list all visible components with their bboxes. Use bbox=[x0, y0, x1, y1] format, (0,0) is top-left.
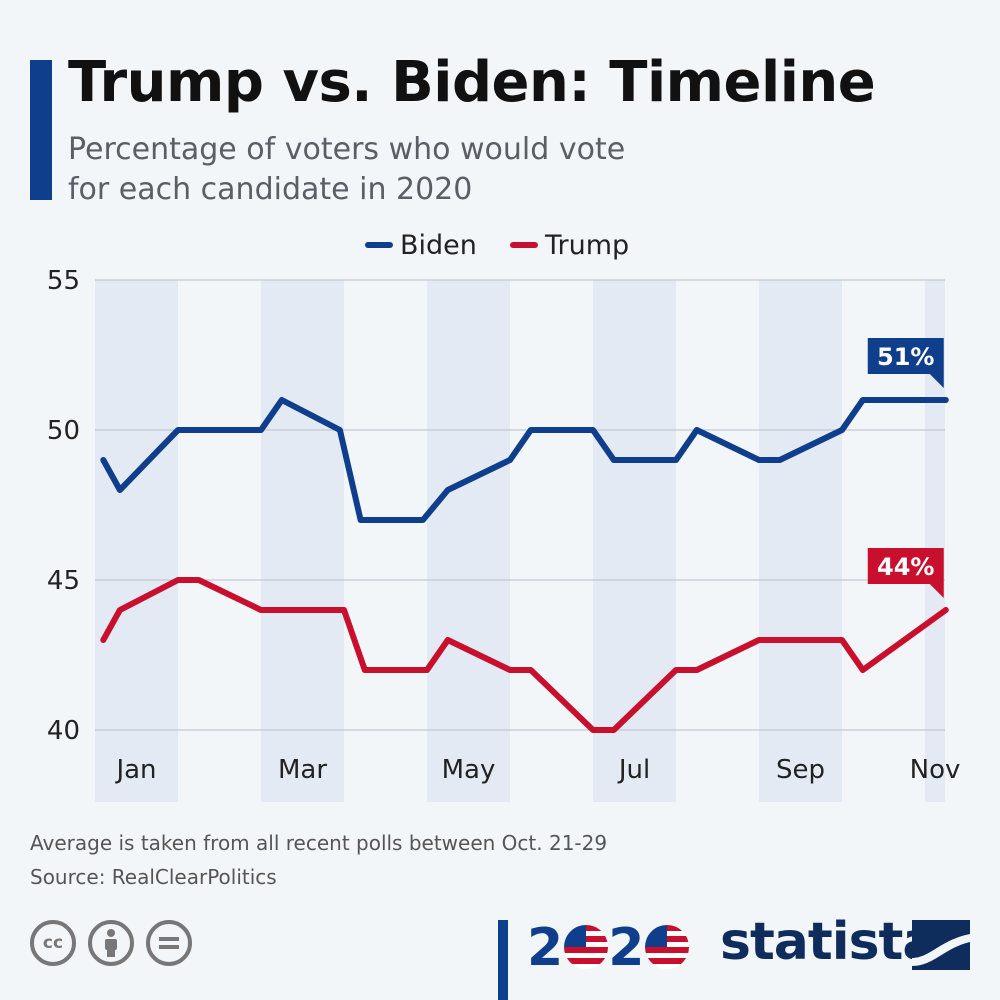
y-tick-label: 55 bbox=[47, 266, 80, 296]
legend-item-trump: Trump bbox=[510, 230, 629, 261]
y-tick-label: 40 bbox=[47, 716, 80, 746]
end-label-box bbox=[867, 548, 944, 598]
x-tick-label: Sep bbox=[776, 755, 825, 785]
cc-icon[interactable]: cc bbox=[30, 920, 76, 966]
legend-label: Trump bbox=[544, 230, 629, 261]
month-band bbox=[427, 280, 510, 802]
legend-label: Biden bbox=[400, 230, 477, 261]
x-tick-label: May bbox=[442, 755, 496, 785]
end-label-trump: 44% bbox=[867, 548, 944, 598]
page-title: Trump vs. Biden: Timeline bbox=[68, 50, 876, 115]
month-band bbox=[95, 280, 178, 802]
page-subtitle: Percentage of voters who would vote for … bbox=[68, 132, 626, 207]
footnote-note: Average is taken from all recent polls b… bbox=[30, 831, 608, 855]
end-label-biden: 51% bbox=[867, 338, 944, 388]
flag-zero-icon bbox=[564, 925, 609, 969]
month-band bbox=[925, 280, 945, 802]
footnote: Average is taken from all recent polls b… bbox=[30, 826, 607, 894]
person-glyph bbox=[105, 929, 117, 957]
line-chart: 40 45 50 55 Jan Mar May Jul Sep Nov Biden Trump 5… bbox=[47, 230, 961, 802]
x-tick-label: Nov bbox=[910, 755, 961, 785]
legend-item-biden: Biden bbox=[365, 230, 477, 261]
end-label-box bbox=[867, 338, 944, 388]
equals-glyph bbox=[159, 937, 179, 949]
by-person-icon[interactable] bbox=[88, 920, 134, 966]
x-tick-label: Mar bbox=[278, 755, 327, 785]
brand-logo-text[interactable]: statista bbox=[720, 912, 937, 972]
month-band bbox=[593, 280, 676, 802]
flag-zero-icon bbox=[645, 925, 690, 969]
y-tick-label: 50 bbox=[47, 416, 80, 446]
title-accent-bar bbox=[30, 60, 52, 200]
footnote-source: Source: RealClearPolitics bbox=[30, 865, 277, 889]
end-label-text: 51% bbox=[877, 343, 934, 371]
series-line-biden bbox=[100, 397, 949, 523]
logo-2020-bar bbox=[498, 920, 508, 1000]
month-band bbox=[759, 280, 842, 802]
end-label-text: 44% bbox=[877, 553, 934, 581]
month-band bbox=[261, 280, 344, 802]
statista-mark-icon bbox=[912, 920, 970, 970]
logo-2020-digit-1: 2 bbox=[527, 918, 565, 978]
series-line-trump bbox=[100, 577, 949, 733]
y-tick-label: 45 bbox=[47, 566, 80, 596]
license-icons: cc bbox=[30, 920, 192, 966]
nd-equals-icon[interactable] bbox=[146, 920, 192, 966]
x-tick-label: Jul bbox=[617, 755, 650, 785]
x-tick-label: Jan bbox=[114, 755, 156, 785]
logo-2020-digit-2: 2 bbox=[608, 918, 646, 978]
